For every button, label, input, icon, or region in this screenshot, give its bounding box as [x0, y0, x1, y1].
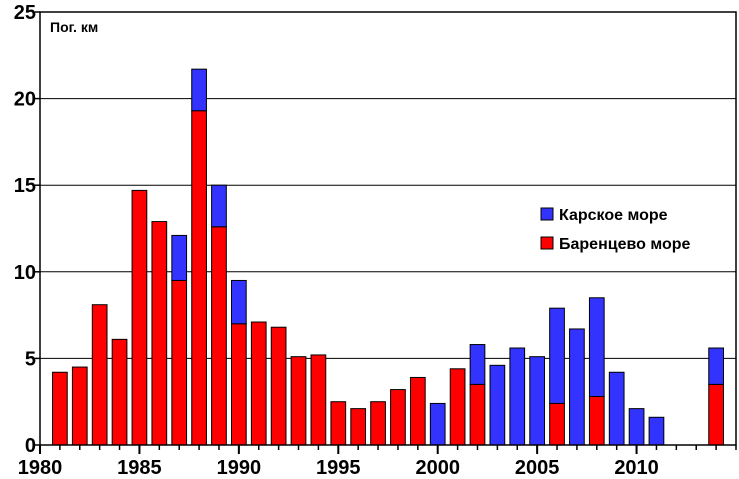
x-tick-label: 1985 [117, 457, 162, 479]
y-tick-label: 5 [25, 348, 36, 370]
bar-kara-2009 [608, 371, 625, 446]
x-tick-label: 1995 [316, 457, 361, 479]
bar-kara-2005 [529, 356, 546, 446]
legend-swatch-barents [540, 236, 554, 250]
bar-barents-1999 [409, 376, 426, 446]
bar-barents-1982 [71, 366, 88, 446]
bar-barents-2001 [449, 368, 466, 446]
bar-barents-2002 [469, 383, 486, 446]
bar-barents-1988 [191, 110, 207, 446]
bar-barents-2006 [549, 402, 565, 446]
bar-barents-1984 [111, 338, 128, 446]
bar-kara-2004 [509, 347, 526, 446]
bar-barents-1997 [370, 401, 386, 446]
bar-kara-2003 [489, 364, 506, 446]
bar-barents-1992 [270, 326, 287, 446]
legend: Карское море Баренцево море [540, 207, 690, 253]
x-tick-label: 2010 [614, 457, 659, 479]
bars [52, 68, 724, 446]
plot-frame [39, 11, 737, 446]
bar-barents-1996 [350, 408, 367, 446]
bar-kara-2000 [429, 402, 446, 446]
bar-kara-2014 [708, 347, 724, 385]
bar-barents-1981 [52, 371, 68, 446]
bar-barents-1987 [171, 279, 188, 446]
bar-barents-2014 [708, 383, 724, 446]
legend-label-barents: Баренцево море [559, 236, 690, 253]
bar-barents-1990 [230, 323, 247, 446]
bar-kara-2006 [549, 307, 565, 404]
bar-kara-2007 [569, 328, 585, 446]
y-tick-label: 20 [14, 89, 36, 111]
bar-barents-1983 [91, 304, 108, 446]
bar-kara-1989 [211, 184, 227, 228]
bar-barents-1998 [390, 389, 406, 446]
legend-label-kara: Карское море [559, 207, 668, 224]
ticks: 0 5 10 15 20 25 1980 1985 1990 1995 2000 2005 2010 [14, 2, 737, 479]
bar-barents-1989 [211, 226, 227, 446]
bar-barents-1995 [330, 401, 347, 446]
y-tick-label: 10 [14, 262, 36, 284]
bar-kara-1987 [171, 234, 188, 281]
bar-barents-1985 [131, 189, 148, 446]
bar-kara-2010 [628, 408, 645, 446]
y-unit-label: Пог. км [50, 19, 98, 35]
bar-kara-1990 [230, 279, 247, 325]
bar-kara-2011 [648, 416, 665, 446]
x-tick-label: 1990 [217, 457, 262, 479]
bar-barents-1991 [250, 321, 267, 446]
y-tick-label: 15 [14, 175, 36, 197]
bar-barents-1994 [310, 354, 327, 446]
x-tick-label: 2005 [515, 457, 560, 479]
bar-kara-1988 [191, 68, 207, 112]
x-tick-label: 2000 [415, 457, 460, 479]
bar-barents-1986 [151, 221, 168, 446]
y-tick-label: 25 [14, 2, 36, 24]
bar-kara-2008 [588, 297, 605, 398]
x-tick-label: 1980 [18, 457, 63, 479]
bar-kara-2002 [469, 344, 486, 385]
bar-barents-1993 [290, 356, 307, 446]
legend-swatch-kara [540, 207, 554, 221]
bar-barents-2008 [588, 396, 605, 446]
y-tick-label: 0 [25, 435, 36, 457]
